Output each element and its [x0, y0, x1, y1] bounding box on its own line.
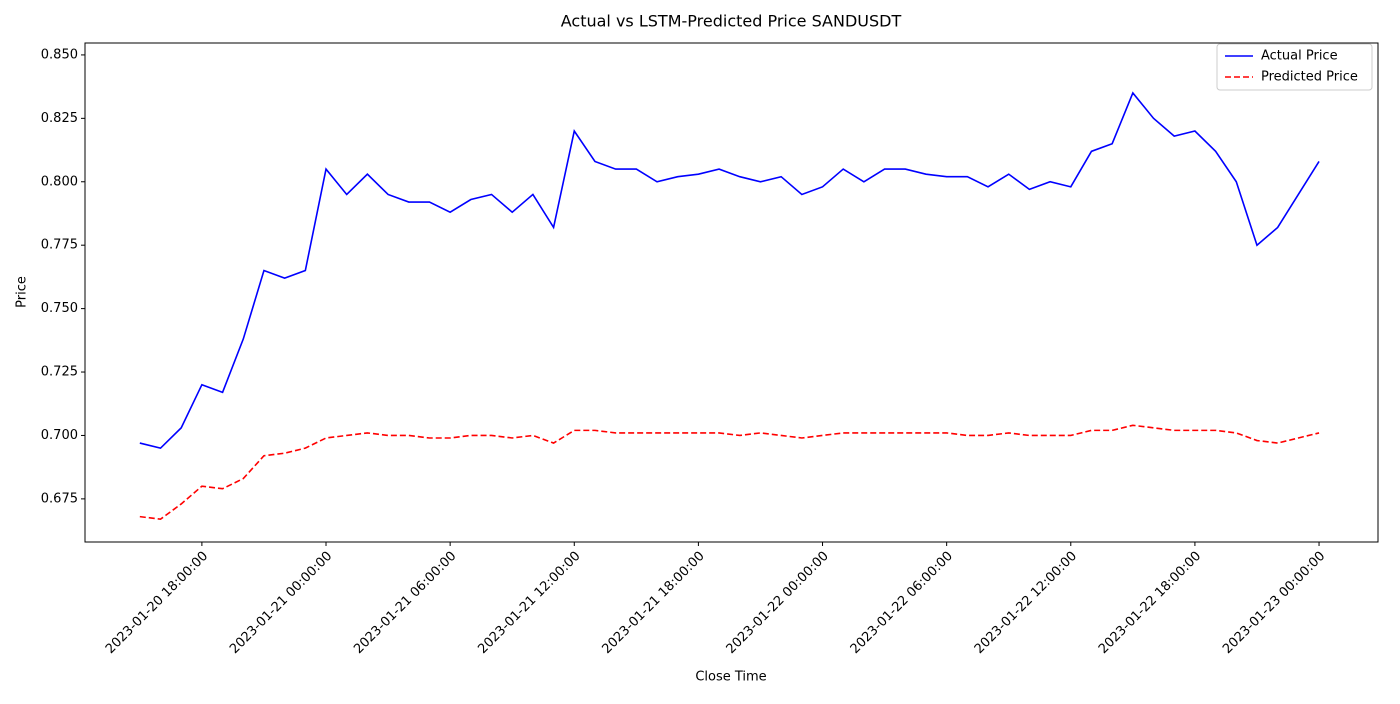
y-tick-label: 0.675 [41, 491, 78, 506]
legend-label: Predicted Price [1261, 70, 1358, 85]
x-tick-label: 2023-01-20 18:00:00 [103, 549, 211, 657]
x-tick-label: 2023-01-23 00:00:00 [1220, 549, 1328, 657]
x-tick-label: 2023-01-21 06:00:00 [351, 549, 459, 657]
x-tick-label: 2023-01-21 00:00:00 [227, 549, 335, 657]
legend-label: Actual Price [1261, 49, 1338, 64]
x-tick-label: 2023-01-22 12:00:00 [972, 549, 1080, 657]
plot-frame [84, 42, 1379, 543]
x-tick-label: 2023-01-22 18:00:00 [1096, 549, 1204, 657]
x-tick-label: 2023-01-21 12:00:00 [475, 549, 583, 657]
x-tick-label: 2023-01-21 18:00:00 [599, 549, 707, 657]
y-tick-label: 0.700 [41, 428, 78, 443]
chart-title: Actual vs LSTM-Predicted Price SANDUSDT [561, 12, 902, 31]
y-tick-label: 0.750 [41, 301, 78, 316]
y-axis-label: Price [15, 276, 30, 308]
x-tick-label: 2023-01-22 00:00:00 [724, 549, 832, 657]
series-line [139, 424, 1320, 521]
y-tick-label: 0.725 [41, 365, 78, 380]
x-axis-label: Close Time [695, 670, 766, 685]
y-tick-label: 0.850 [41, 47, 78, 62]
y-tick-label: 0.825 [41, 111, 78, 126]
legend-box [1216, 43, 1373, 91]
y-tick-label: 0.800 [41, 174, 78, 189]
series-line [139, 91, 1320, 450]
x-tick-label: 2023-01-22 06:00:00 [848, 549, 956, 657]
y-tick-label: 0.775 [41, 238, 78, 253]
